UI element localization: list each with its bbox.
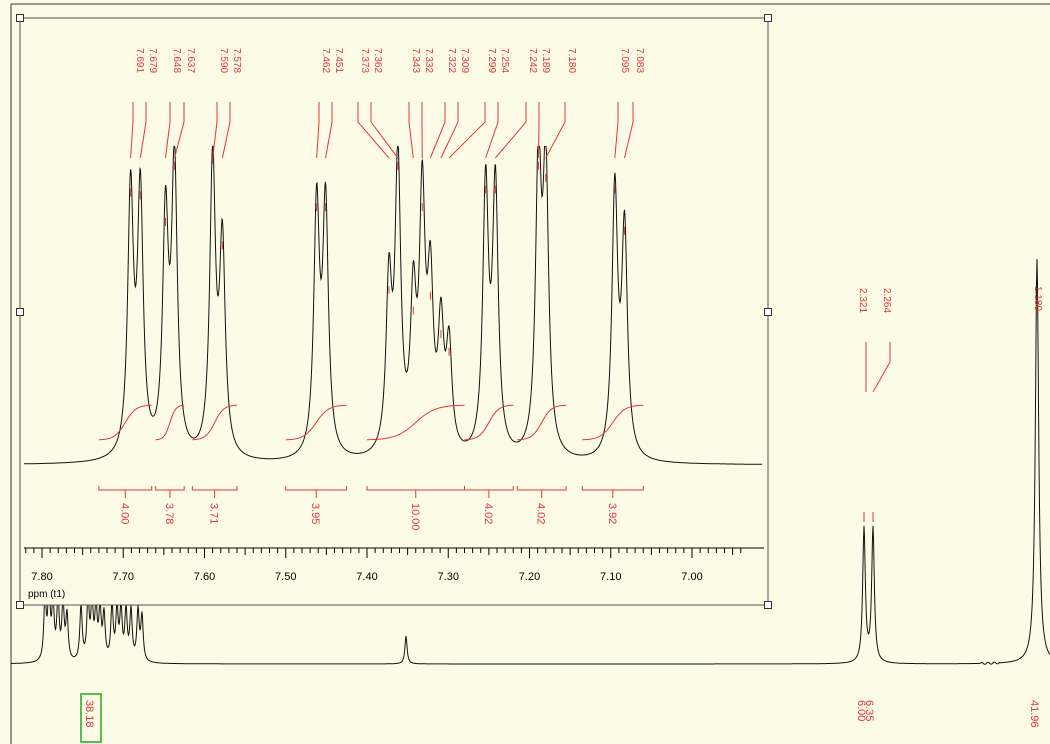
integral-curve [192,404,238,441]
integral-value: 6.35 [863,700,875,721]
resize-handle[interactable] [16,601,24,609]
x-tick-label: 7.60 [194,571,215,583]
peak-label: 7.254 [499,48,510,73]
peak-label: 7.322 [446,48,457,73]
peak-label-connector [408,102,414,159]
peak-label: 2.264 [881,288,892,313]
integral-value: 6.00 [855,700,867,721]
peak-label-connector [370,102,399,159]
peak-label-connector [448,102,486,159]
integral-curve [366,404,465,441]
peak-label: 7.462 [320,48,331,73]
peak-label: 7.299 [486,48,497,73]
peak-label: 1.180 [1032,286,1043,311]
x-axis-title: ppm (t1) [28,589,65,600]
peak-label-connector [494,102,527,159]
x-tick-label: 7.70 [113,571,134,583]
peak-label-connector [325,102,333,159]
peak-label: 7.332 [423,48,434,73]
x-tick-label: 7.80 [31,571,52,583]
peak-label: 7.362 [372,48,383,73]
integral-value: 4.00 [118,503,130,524]
integral-value: 3.78 [163,503,175,524]
full-spectrum [11,258,1050,665]
peak-label: 7.095 [619,48,630,73]
integral-value: 38.18 [83,700,95,728]
x-tick-label: 7.20 [519,571,540,583]
integral-curve [285,404,347,441]
integral-value: 3.71 [208,503,220,524]
peak-label-connector [221,102,231,159]
inset-x-axis: 7.80 7.70 7.60 7.50 7.40 7.30 7.20 7.10 7.00 [24,547,764,583]
integral-curve [582,404,644,441]
integral-value: 4.02 [535,503,547,524]
peak-label: 7.189 [540,48,551,73]
peak-label-connector [130,102,134,159]
inset-peak-labels: 7.691 7.679 7.648 7.637 7.590 7.578 7.462 7.451… [130,48,645,159]
x-tick-label: 7.40 [356,571,377,583]
resize-handle[interactable] [16,308,24,316]
inset-spectrum [24,145,762,465]
integral-value: 41.96 [1028,700,1040,728]
integral-value: 3.95 [309,503,321,524]
peak-label-connector [212,102,218,159]
full-spectrum-trace [11,258,1050,665]
resize-handle[interactable] [764,601,772,609]
x-tick-label: 7.00 [681,571,702,583]
peak-label-connector [357,102,390,159]
integral-curve [464,404,514,441]
peak-label: 7.242 [527,48,538,73]
integral-highlight-box[interactable] [80,693,102,743]
peak-label: 7.679 [147,48,158,73]
inset-resize-handles[interactable] [16,14,772,609]
inset-integrals: 4.00 3.78 3.71 3.95 10.00 4.02 4.02 3.92 [98,404,644,531]
peak-label: 7.451 [333,48,344,73]
x-tick-label: 7.30 [438,571,459,583]
peak-label-connector [429,102,446,159]
resize-handle[interactable] [764,14,772,22]
resize-handle[interactable] [16,14,24,22]
inset-spectrum-trace [24,145,762,465]
peak-label: 7.648 [171,48,182,73]
x-tick-label: 7.10 [600,571,621,583]
peak-label: 2.321 [857,288,868,313]
peak-label: 7.373 [359,48,370,73]
peak-label-connector [440,102,459,159]
peak-label-connector [316,102,320,159]
peak-label: 7.309 [459,48,470,73]
peak-label-connector [872,342,891,393]
peak-label: 7.180 [566,48,577,73]
peak-label: 7.083 [634,48,645,73]
peak-label-connector [485,102,499,159]
integral-curve [155,404,185,441]
peak-label: 7.691 [134,48,145,73]
peak-label: 7.343 [410,48,421,73]
integral-value: 10.00 [409,503,421,531]
inset-frame[interactable] [19,17,769,606]
full-integrals: 38.18 6.006.35 41.96 [80,693,1040,743]
peak-label: 7.590 [218,48,229,73]
integral-curve [98,404,152,441]
peak-label-connector [624,102,634,159]
integral-value: 3.92 [606,503,618,524]
peak-label-connector [537,102,540,159]
peak-label-connector [614,102,619,159]
integral-curve [517,404,567,441]
integral-value: 4.02 [482,503,494,524]
peak-label: 7.637 [185,48,196,73]
peak-label-connector [165,102,171,159]
peak-label: 7.578 [231,48,242,73]
peak-label-connector [545,102,566,159]
resize-handle[interactable] [764,308,772,316]
peak-label-connector [139,102,147,159]
full-peak-labels: 2.321 2.264 1.180 [857,286,1043,393]
x-tick-label: 7.50 [275,571,296,583]
peak-label-connector [173,102,185,159]
